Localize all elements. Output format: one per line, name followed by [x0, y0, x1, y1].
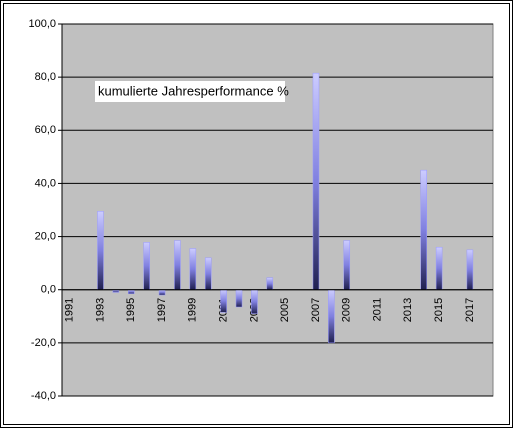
y-tick-label: -40,0 — [31, 390, 56, 402]
bar — [312, 72, 320, 290]
y-tick-label: 60,0 — [35, 124, 56, 136]
bar — [435, 246, 443, 290]
y-tick-label: 40,0 — [35, 177, 56, 189]
x-tick-label: 1993 — [94, 298, 106, 322]
annotation: kumulierte Jahresperformance % — [98, 83, 289, 98]
bar — [235, 289, 243, 308]
bar — [328, 289, 335, 344]
x-tick-label: 2015 — [433, 298, 445, 322]
bar — [189, 248, 197, 290]
x-tick-label: 2013 — [402, 298, 414, 322]
x-tick-label: 1997 — [156, 298, 168, 322]
y-tick-label: -20,0 — [31, 337, 56, 349]
bar — [174, 240, 181, 290]
bar — [420, 169, 427, 290]
annotation-box — [95, 81, 285, 102]
x-tick-label: 2007 — [310, 298, 322, 322]
bar — [251, 289, 258, 314]
bar — [466, 249, 474, 290]
bar — [128, 289, 135, 294]
bar — [343, 240, 351, 290]
y-tick-label: 20,0 — [35, 230, 56, 242]
x-tick-label: 2011 — [371, 298, 383, 322]
y-tick-label: 100,0 — [28, 18, 56, 30]
plot-area — [61, 23, 494, 397]
x-tick-label: 2005 — [279, 298, 291, 322]
x-tick-label: 1999 — [187, 298, 199, 322]
x-tick-label: 2009 — [341, 298, 353, 322]
bar — [204, 257, 212, 290]
x-tick-label: 2017 — [464, 298, 476, 322]
bar — [158, 289, 166, 296]
bar — [97, 211, 104, 290]
y-tick-label: 0,0 — [41, 284, 56, 296]
y-tick-label: 80,0 — [35, 71, 56, 83]
bar — [143, 242, 150, 290]
x-tick-label: 1991 — [64, 298, 76, 322]
x-tick-label: 1995 — [125, 298, 137, 322]
inner-border — [3, 3, 510, 425]
bar — [266, 277, 274, 290]
bar — [220, 289, 227, 313]
